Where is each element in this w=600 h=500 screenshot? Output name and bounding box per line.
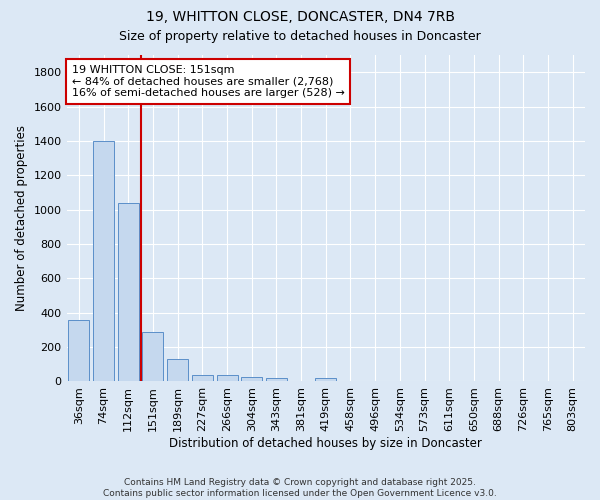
Bar: [167, 359, 188, 382]
Bar: [93, 141, 114, 382]
Bar: [192, 374, 213, 382]
Y-axis label: Number of detached properties: Number of detached properties: [15, 125, 28, 311]
Bar: [142, 332, 163, 382]
Bar: [266, 378, 287, 382]
Text: 19 WHITTON CLOSE: 151sqm
← 84% of detached houses are smaller (2,768)
16% of sem: 19 WHITTON CLOSE: 151sqm ← 84% of detach…: [72, 65, 344, 98]
Bar: [241, 377, 262, 382]
Bar: [118, 203, 139, 382]
Bar: [217, 376, 238, 382]
Text: Contains HM Land Registry data © Crown copyright and database right 2025.
Contai: Contains HM Land Registry data © Crown c…: [103, 478, 497, 498]
Bar: [315, 378, 336, 382]
Text: Size of property relative to detached houses in Doncaster: Size of property relative to detached ho…: [119, 30, 481, 43]
X-axis label: Distribution of detached houses by size in Doncaster: Distribution of detached houses by size …: [169, 437, 482, 450]
Text: 19, WHITTON CLOSE, DONCASTER, DN4 7RB: 19, WHITTON CLOSE, DONCASTER, DN4 7RB: [146, 10, 455, 24]
Bar: [68, 320, 89, 382]
